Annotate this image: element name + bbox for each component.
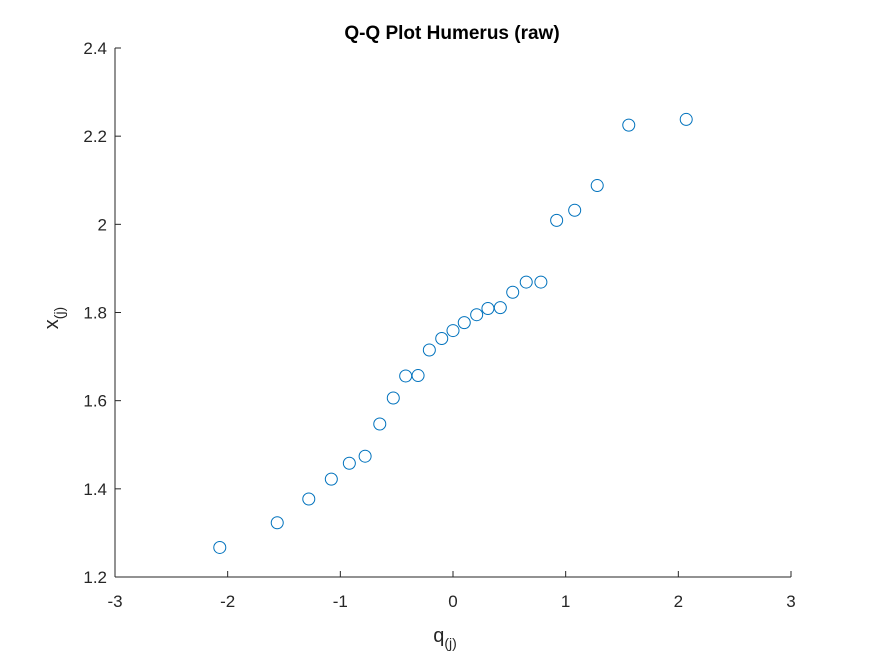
data-point xyxy=(519,275,533,289)
data-point xyxy=(457,316,471,330)
x-axis-label-main: q xyxy=(433,625,444,647)
data-point xyxy=(679,112,693,126)
x-tick-label: 0 xyxy=(448,592,457,611)
x-tick-label: 3 xyxy=(786,592,795,611)
data-point xyxy=(568,203,582,217)
x-tick-label: -1 xyxy=(333,592,348,611)
y-tick-label: 2.2 xyxy=(83,127,107,146)
data-point xyxy=(213,540,227,554)
data-point xyxy=(622,118,636,132)
data-point xyxy=(373,417,387,431)
x-tick-label: -3 xyxy=(107,592,122,611)
data-point xyxy=(506,285,520,299)
data-point xyxy=(435,332,449,346)
y-tick-label: 1.4 xyxy=(83,480,107,499)
y-axis-label-subscript: (j) xyxy=(51,307,67,319)
y-axis-label: x(j) xyxy=(41,307,67,329)
x-tick-label: 1 xyxy=(561,592,570,611)
data-point xyxy=(324,472,338,486)
x-axis-label-subscript: (j) xyxy=(444,635,456,651)
y-axis-ticks: 1.2 1.4 1.6 1.8 2 2.2 2.4 xyxy=(83,39,121,587)
data-point xyxy=(386,391,400,405)
data-point xyxy=(411,369,425,383)
x-axis-label: q(j) xyxy=(433,625,457,651)
y-tick-label: 1.8 xyxy=(83,304,107,323)
data-point xyxy=(550,213,564,227)
data-point xyxy=(422,343,436,357)
y-tick-label: 1.2 xyxy=(83,568,107,587)
data-point xyxy=(493,301,507,315)
y-tick-label: 2.4 xyxy=(83,39,107,58)
data-point xyxy=(470,308,484,322)
y-tick-label: 1.6 xyxy=(83,392,107,411)
x-tick-label: 2 xyxy=(674,592,683,611)
data-point xyxy=(590,179,604,193)
data-point xyxy=(358,449,372,463)
chart-title: Q-Q Plot Humerus (raw) xyxy=(344,23,559,44)
data-point xyxy=(534,275,548,289)
x-axis-ticks: -3 -2 -1 0 1 2 3 xyxy=(107,571,796,611)
data-point xyxy=(302,492,316,506)
y-axis-label-main: x xyxy=(41,319,63,329)
x-tick-label: -2 xyxy=(220,592,235,611)
data-points xyxy=(213,112,693,554)
y-tick-label: 2 xyxy=(98,215,107,234)
data-point xyxy=(270,516,284,530)
data-point xyxy=(342,456,356,470)
data-point xyxy=(446,324,460,338)
